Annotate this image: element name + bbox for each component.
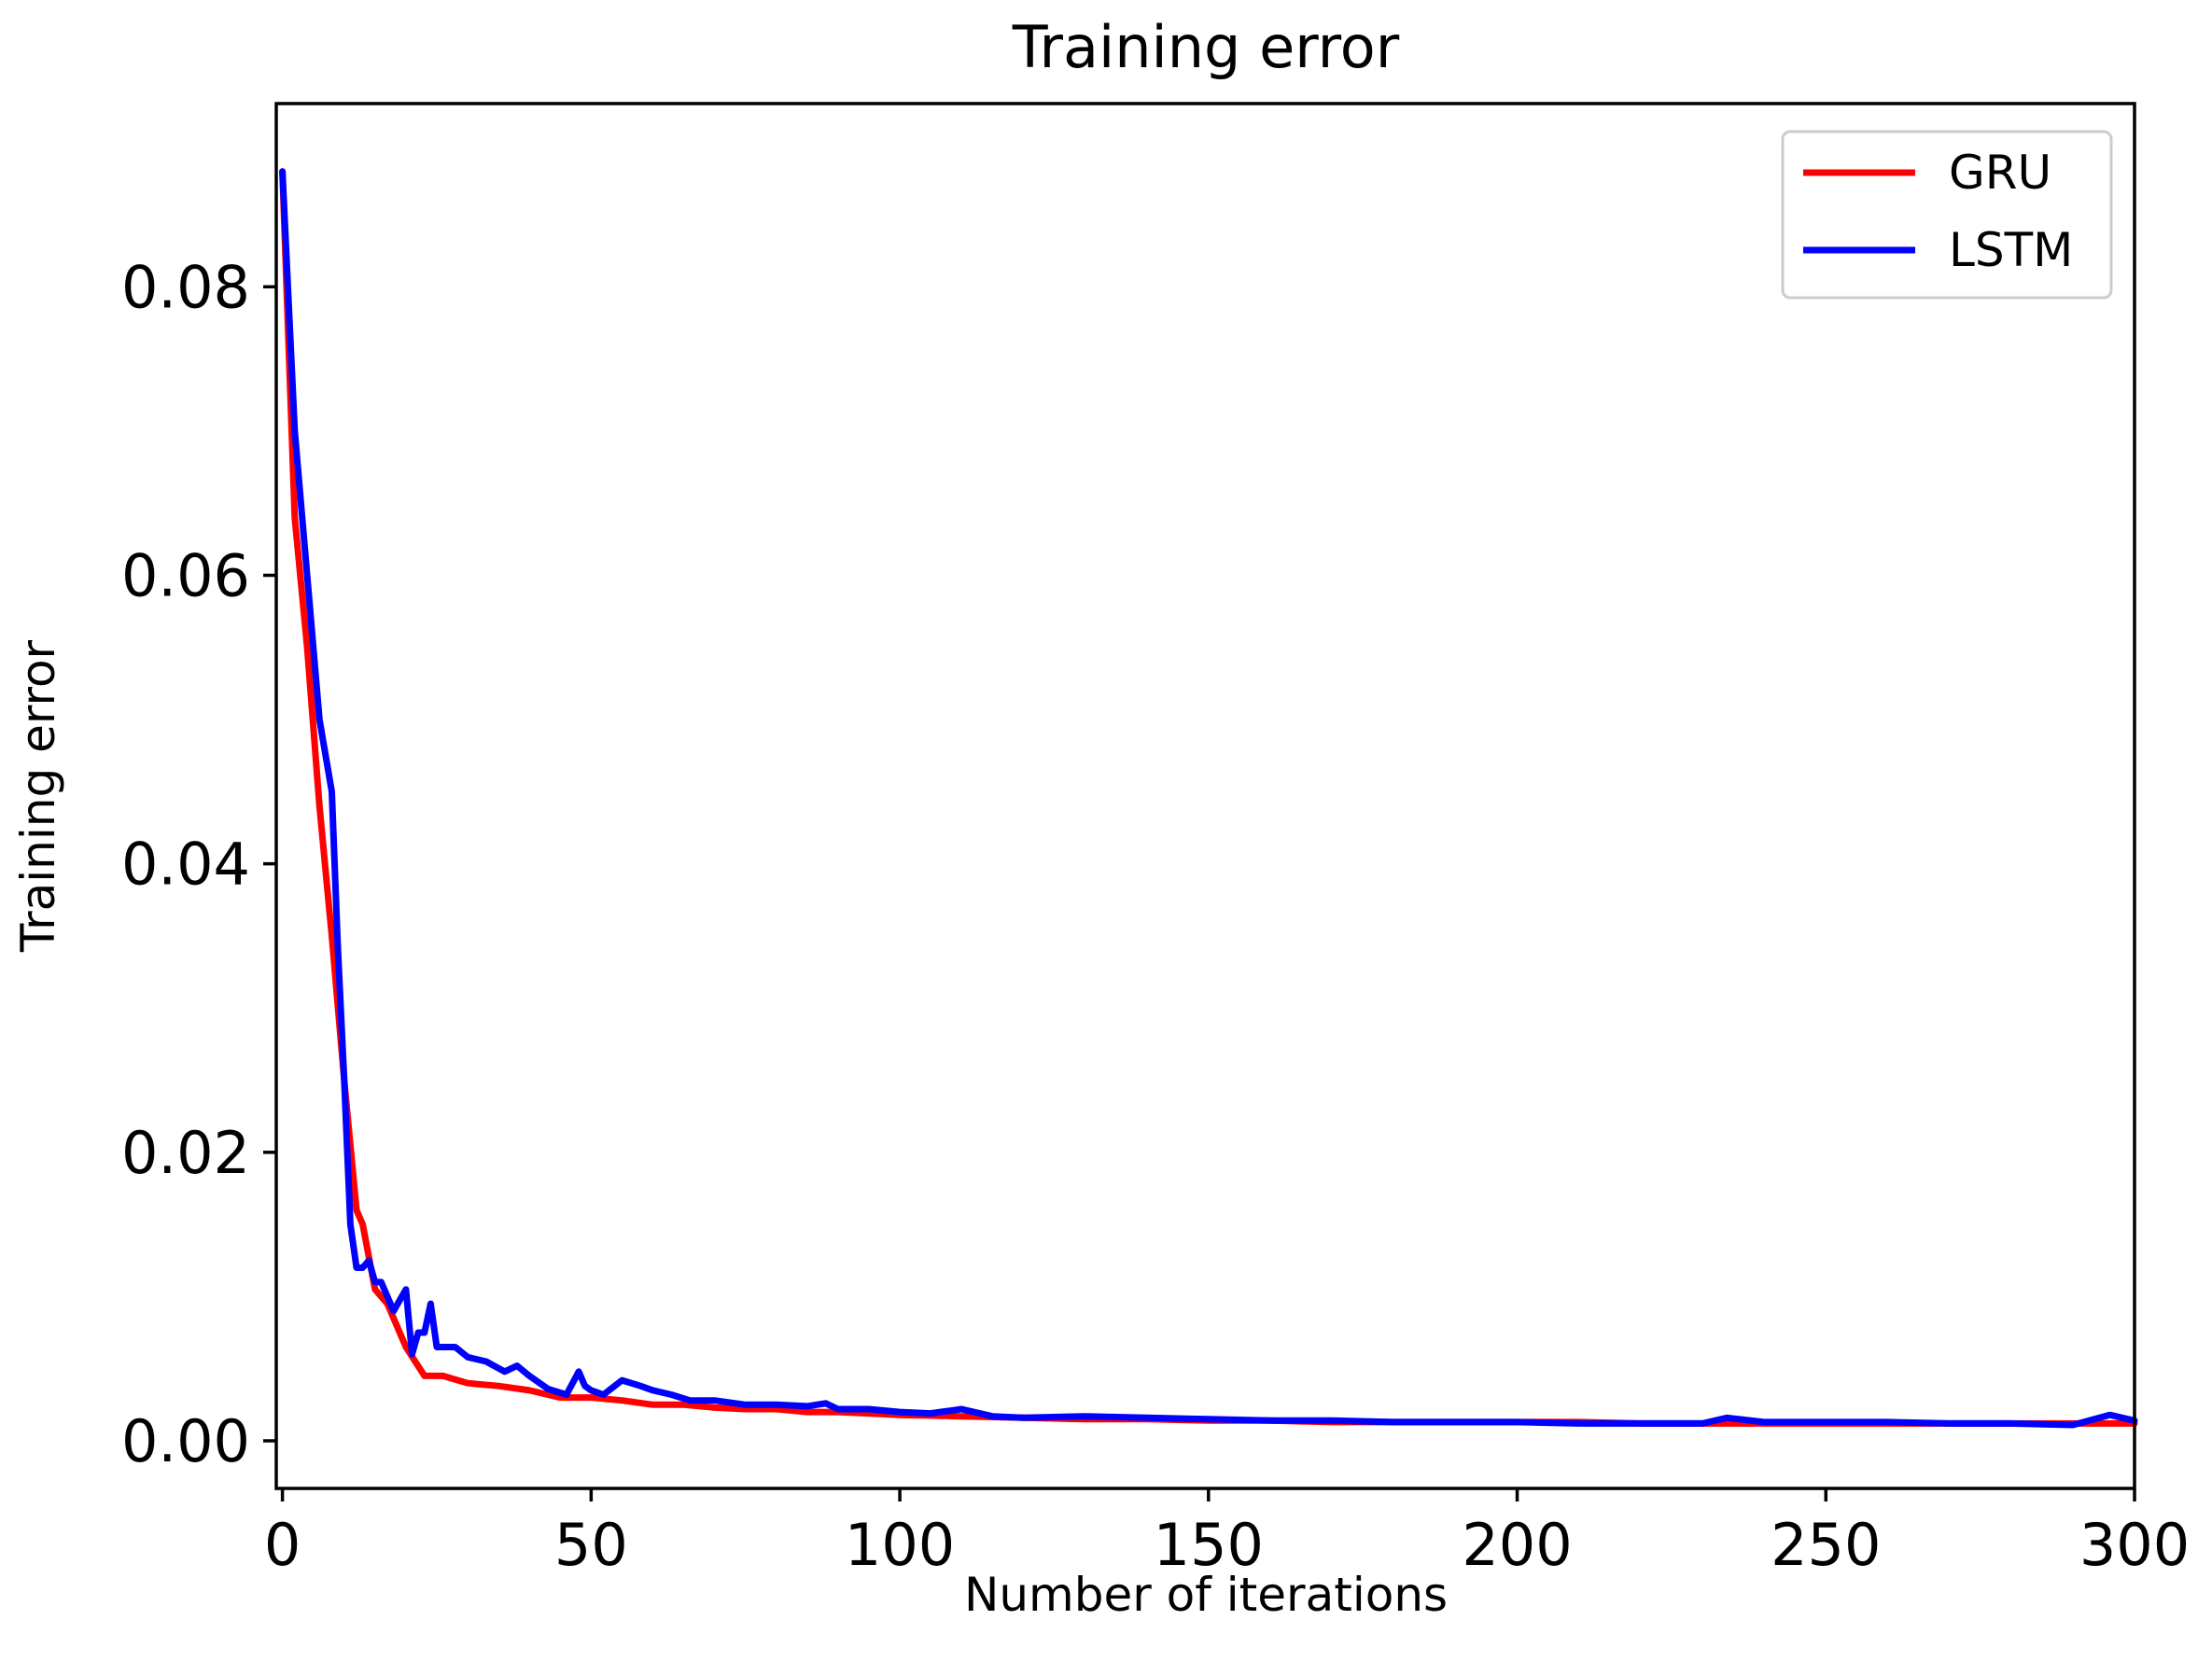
y-tick-label: 0.02 xyxy=(121,1119,250,1187)
series-line-gru xyxy=(279,168,2138,1427)
chart-title: Training error xyxy=(1012,13,1400,81)
series-layer xyxy=(279,168,2138,1429)
x-tick-label: 50 xyxy=(554,1511,628,1579)
y-tick-label: 0.04 xyxy=(121,831,250,899)
series-line-lstm xyxy=(279,168,2138,1429)
x-tick-label: 300 xyxy=(2079,1511,2190,1579)
plot-frame xyxy=(274,102,2136,1490)
y-axis-label: Training error xyxy=(11,639,65,953)
x-tick-label: 200 xyxy=(1462,1511,1572,1579)
x-axis-label: Number of iterations xyxy=(964,1568,1448,1622)
y-axis-ticks: 0.00 0.02 0.04 0.06 0.08 xyxy=(121,253,276,1475)
legend: GRU LSTM xyxy=(1781,130,2113,300)
y-tick-label: 0.06 xyxy=(121,541,250,609)
x-tick-label: 0 xyxy=(264,1511,301,1579)
x-axis-ticks: 0 50 100 150 200 250 300 xyxy=(264,1488,2190,1579)
y-tick-label: 0.08 xyxy=(121,253,250,321)
x-tick-label: 250 xyxy=(1771,1511,1881,1579)
x-tick-label: 100 xyxy=(845,1511,955,1579)
legend-label-lstm: LSTM xyxy=(1949,223,2073,277)
x-tick-label: 150 xyxy=(1154,1511,1264,1579)
y-tick-label: 0.00 xyxy=(121,1407,250,1475)
legend-label-gru: GRU xyxy=(1949,146,2051,200)
